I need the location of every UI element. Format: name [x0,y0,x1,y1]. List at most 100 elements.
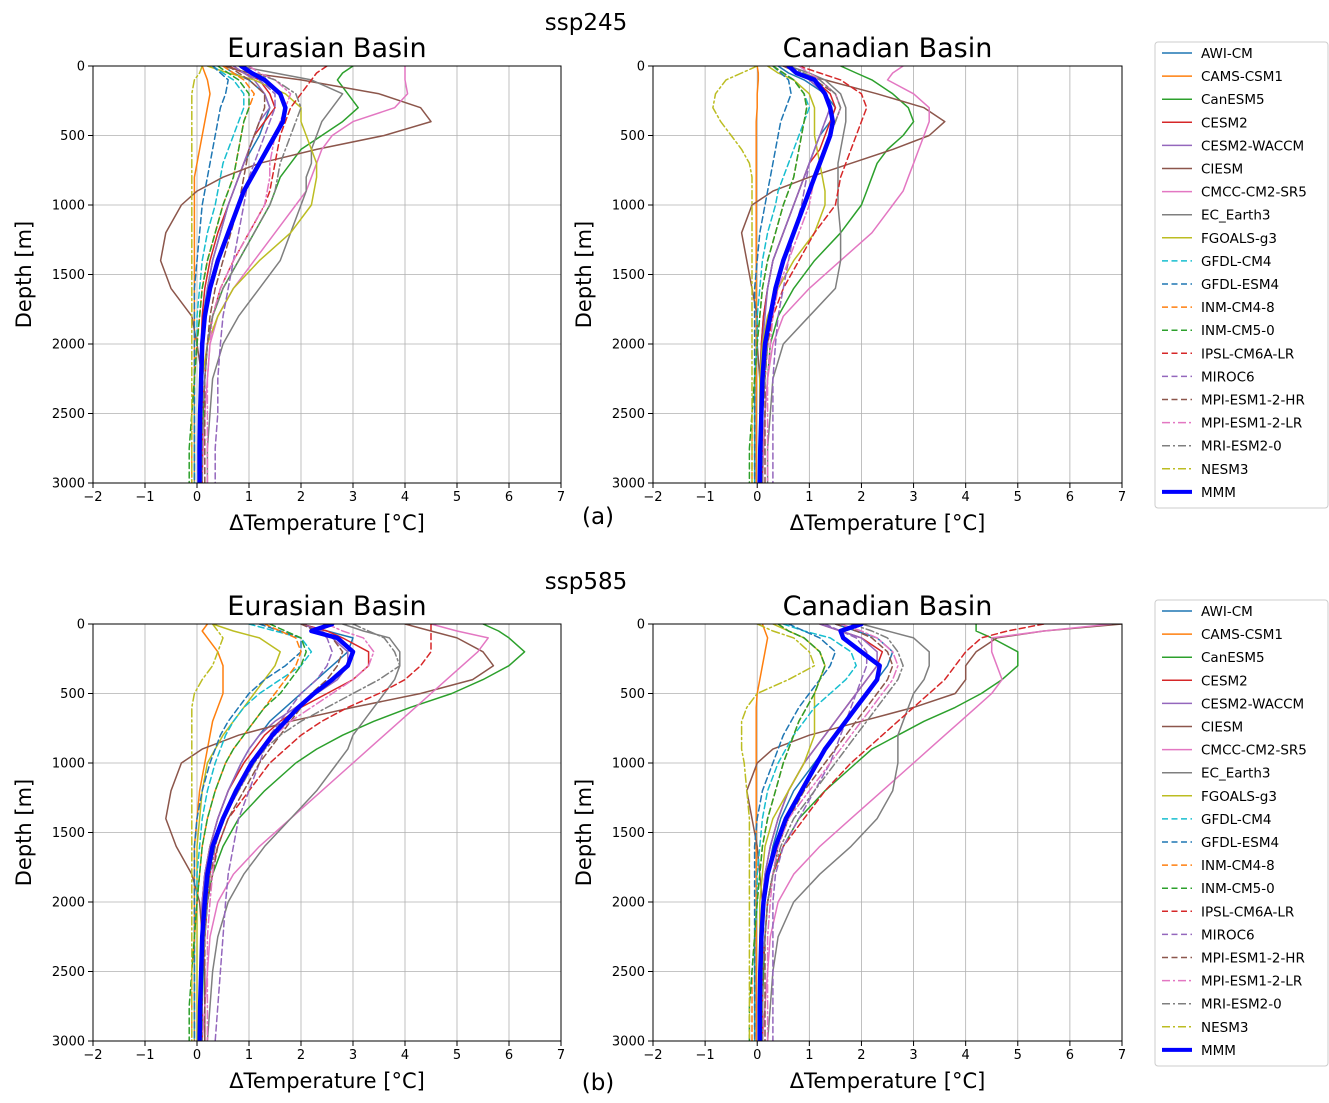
legend-label-ciesm: CIESM [1201,162,1243,178]
panel2-xtick-label: 2 [297,1048,305,1063]
panel3-ylabel: Depth [m] [572,779,596,886]
legend-label-cesm2-waccm: CESM2-WACCM [1201,696,1304,712]
legend-label-canesm5: CanESM5 [1201,92,1265,108]
panel1-xtick-label: 6 [1066,490,1074,505]
panel2-series-inm-cm5-0 [188,624,307,1041]
panel3-xtick-label: 3 [909,1048,917,1063]
panel0-grid [92,65,562,484]
legend-label-mmm: MMM [1201,1043,1236,1059]
panel0-series-mri-esm2-0 [201,66,302,483]
panel0-title: Eurasian Basin [227,33,426,64]
panel0-xtick-label: 5 [453,490,461,505]
panel1-xtick-label: 1 [805,490,813,505]
panel3-ytick-label: 3000 [612,1035,645,1050]
panel1-series-cmcc-cm2-sr5 [761,66,930,483]
panel3-ytick-label: 2500 [612,965,645,980]
legend-label-inm-cm4-8: INM-CM4-8 [1201,858,1275,874]
panel1-series-gfdl-cm4 [753,66,811,483]
legend-label-fgoals-g3: FGOALS-g3 [1201,231,1277,247]
panel3-xlabel: ΔTemperature [°C] [790,1069,986,1093]
panel3-ytick-label: 2000 [612,896,645,911]
panel3-xtick-label: 4 [962,1048,970,1063]
panel-label-a: (a) [582,504,614,530]
panel0-ytick-label: 2000 [52,338,85,353]
legend-frame [1154,599,1329,1067]
panel-ssp245-canadian: −2 −1 0 1 2 3 4 5 6 7 0 500 1000 1500 2000 2500 3000 Cana… [572,33,1126,535]
legend-label-miroc6: MIROC6 [1201,927,1255,943]
panel2-series-gfdl-esm4 [193,624,302,1041]
panel-label-b: (b) [582,1070,615,1096]
panel2-series-cmcc-cm2-sr5 [201,624,489,1041]
panel3-series-mri-esm2-0 [761,624,904,1041]
legend-label-mpi-esm1-2-hr: MPI-ESM1-2-HR [1201,951,1305,967]
panel2-xtick-label: 3 [349,1048,357,1063]
panel1-series-ciesm [740,66,946,483]
panel2-ytick-label: 2000 [52,896,85,911]
panel3-xtick-label: 5 [1014,1048,1022,1063]
legend-label-mri-esm2-0: MRI-ESM2-0 [1201,439,1282,455]
panel2-xtick-label: 5 [453,1048,461,1063]
panel2-xtick-label: 1 [245,1048,253,1063]
panel3-series-fgoals-g3 [759,624,826,1041]
panel1-grid [652,65,1123,484]
panel1-xtick-label: 2 [857,490,865,505]
legend-label-mpi-esm1-2-lr: MPI-ESM1-2-LR [1201,416,1302,432]
panel0-series-miroc6 [214,66,276,483]
panel1-series-gfdl-esm4 [753,66,792,483]
legend-label-cams-csm1: CAMS-CSM1 [1201,627,1283,643]
panel0-xtick-label: 6 [505,490,513,505]
panel0-series-gfdl-cm4 [193,66,245,483]
panel1-xlabel: ΔTemperature [°C] [790,511,986,535]
panel0-ytick-label: 3000 [52,477,85,492]
panel2-ytick-label: 0 [77,618,85,633]
panel0-series-inm-cm5-0 [188,66,250,483]
panel3-ytick-label: 1000 [612,757,645,772]
legend-label-ec-earth3: EC_Earth3 [1201,766,1271,782]
panel0-ytick-label: 500 [60,129,85,144]
panel1-title: Canadian Basin [783,33,993,64]
panel3-xtick-label: 2 [857,1048,865,1063]
panel0-ytick-label: 1500 [52,268,85,283]
panel2-series-ec-earth3 [206,624,401,1041]
legend-label-ec-earth3: EC_Earth3 [1201,208,1271,224]
panel2-ytick-label: 3000 [52,1035,85,1050]
panel1-xtick-label: 5 [1014,490,1022,505]
panel0-xlabel: ΔTemperature [°C] [229,511,425,535]
panel2-ytick-label: 2500 [52,965,85,980]
panel3-series-group [740,624,1122,1041]
panel3-xtick-label: −2 [643,1048,662,1063]
panel0-xtick-label: −1 [135,490,154,505]
panel2-ytick-label: 1000 [52,757,85,772]
panel3-series-gfdl-esm4 [753,624,837,1041]
panel2-ytick-label: 500 [60,687,85,702]
panel2-xtick-label: −2 [83,1048,102,1063]
panel1-xtick-label: −1 [696,490,715,505]
panel1-ytick-label: 1500 [612,268,645,283]
panel2-xlabel: ΔTemperature [°C] [229,1069,425,1093]
panel0-xtick-label: −2 [83,490,102,505]
panel3-series-mpi-esm1-2-lr [766,624,899,1041]
panel3-xtick-label: 7 [1118,1048,1126,1063]
panel3-ytick-label: 1500 [612,826,645,841]
panel3-series-nesm3 [740,624,816,1041]
legend-label-nesm3: NESM3 [1201,1020,1248,1036]
panel1-xtick-label: 7 [1118,490,1126,505]
legend-label-cams-csm1: CAMS-CSM1 [1201,69,1283,85]
legend-label-cmcc-cm2-sr5: CMCC-CM2-SR5 [1201,743,1307,759]
legend-label-inm-cm5-0: INM-CM5-0 [1201,881,1275,897]
panel0-ytick-label: 2500 [52,407,85,422]
panel0-ytick-label: 0 [77,60,85,75]
panel0-xtick-label: 7 [557,490,565,505]
panel2-series-group [165,624,526,1041]
scenario-title-ssp245: ssp245 [545,10,627,36]
panel0-series-mmm [197,66,288,483]
legend-label-gfdl-cm4: GFDL-CM4 [1201,812,1271,828]
panel1-ytick-label: 1000 [612,199,645,214]
panel3-xtick-label: 0 [753,1048,761,1063]
legend-label-ipsl-cm6a-lr: IPSL-CM6A-LR [1201,346,1294,362]
panel1-series-inm-cm5-0 [748,66,808,483]
legend-label-canesm5: CanESM5 [1201,650,1265,666]
legend-ssp245: AWI-CM CAMS-CSM1 CanESM5 CESM2 CESM2-WACCM CI… [1154,41,1329,509]
panel0-xtick-label: 1 [245,490,253,505]
